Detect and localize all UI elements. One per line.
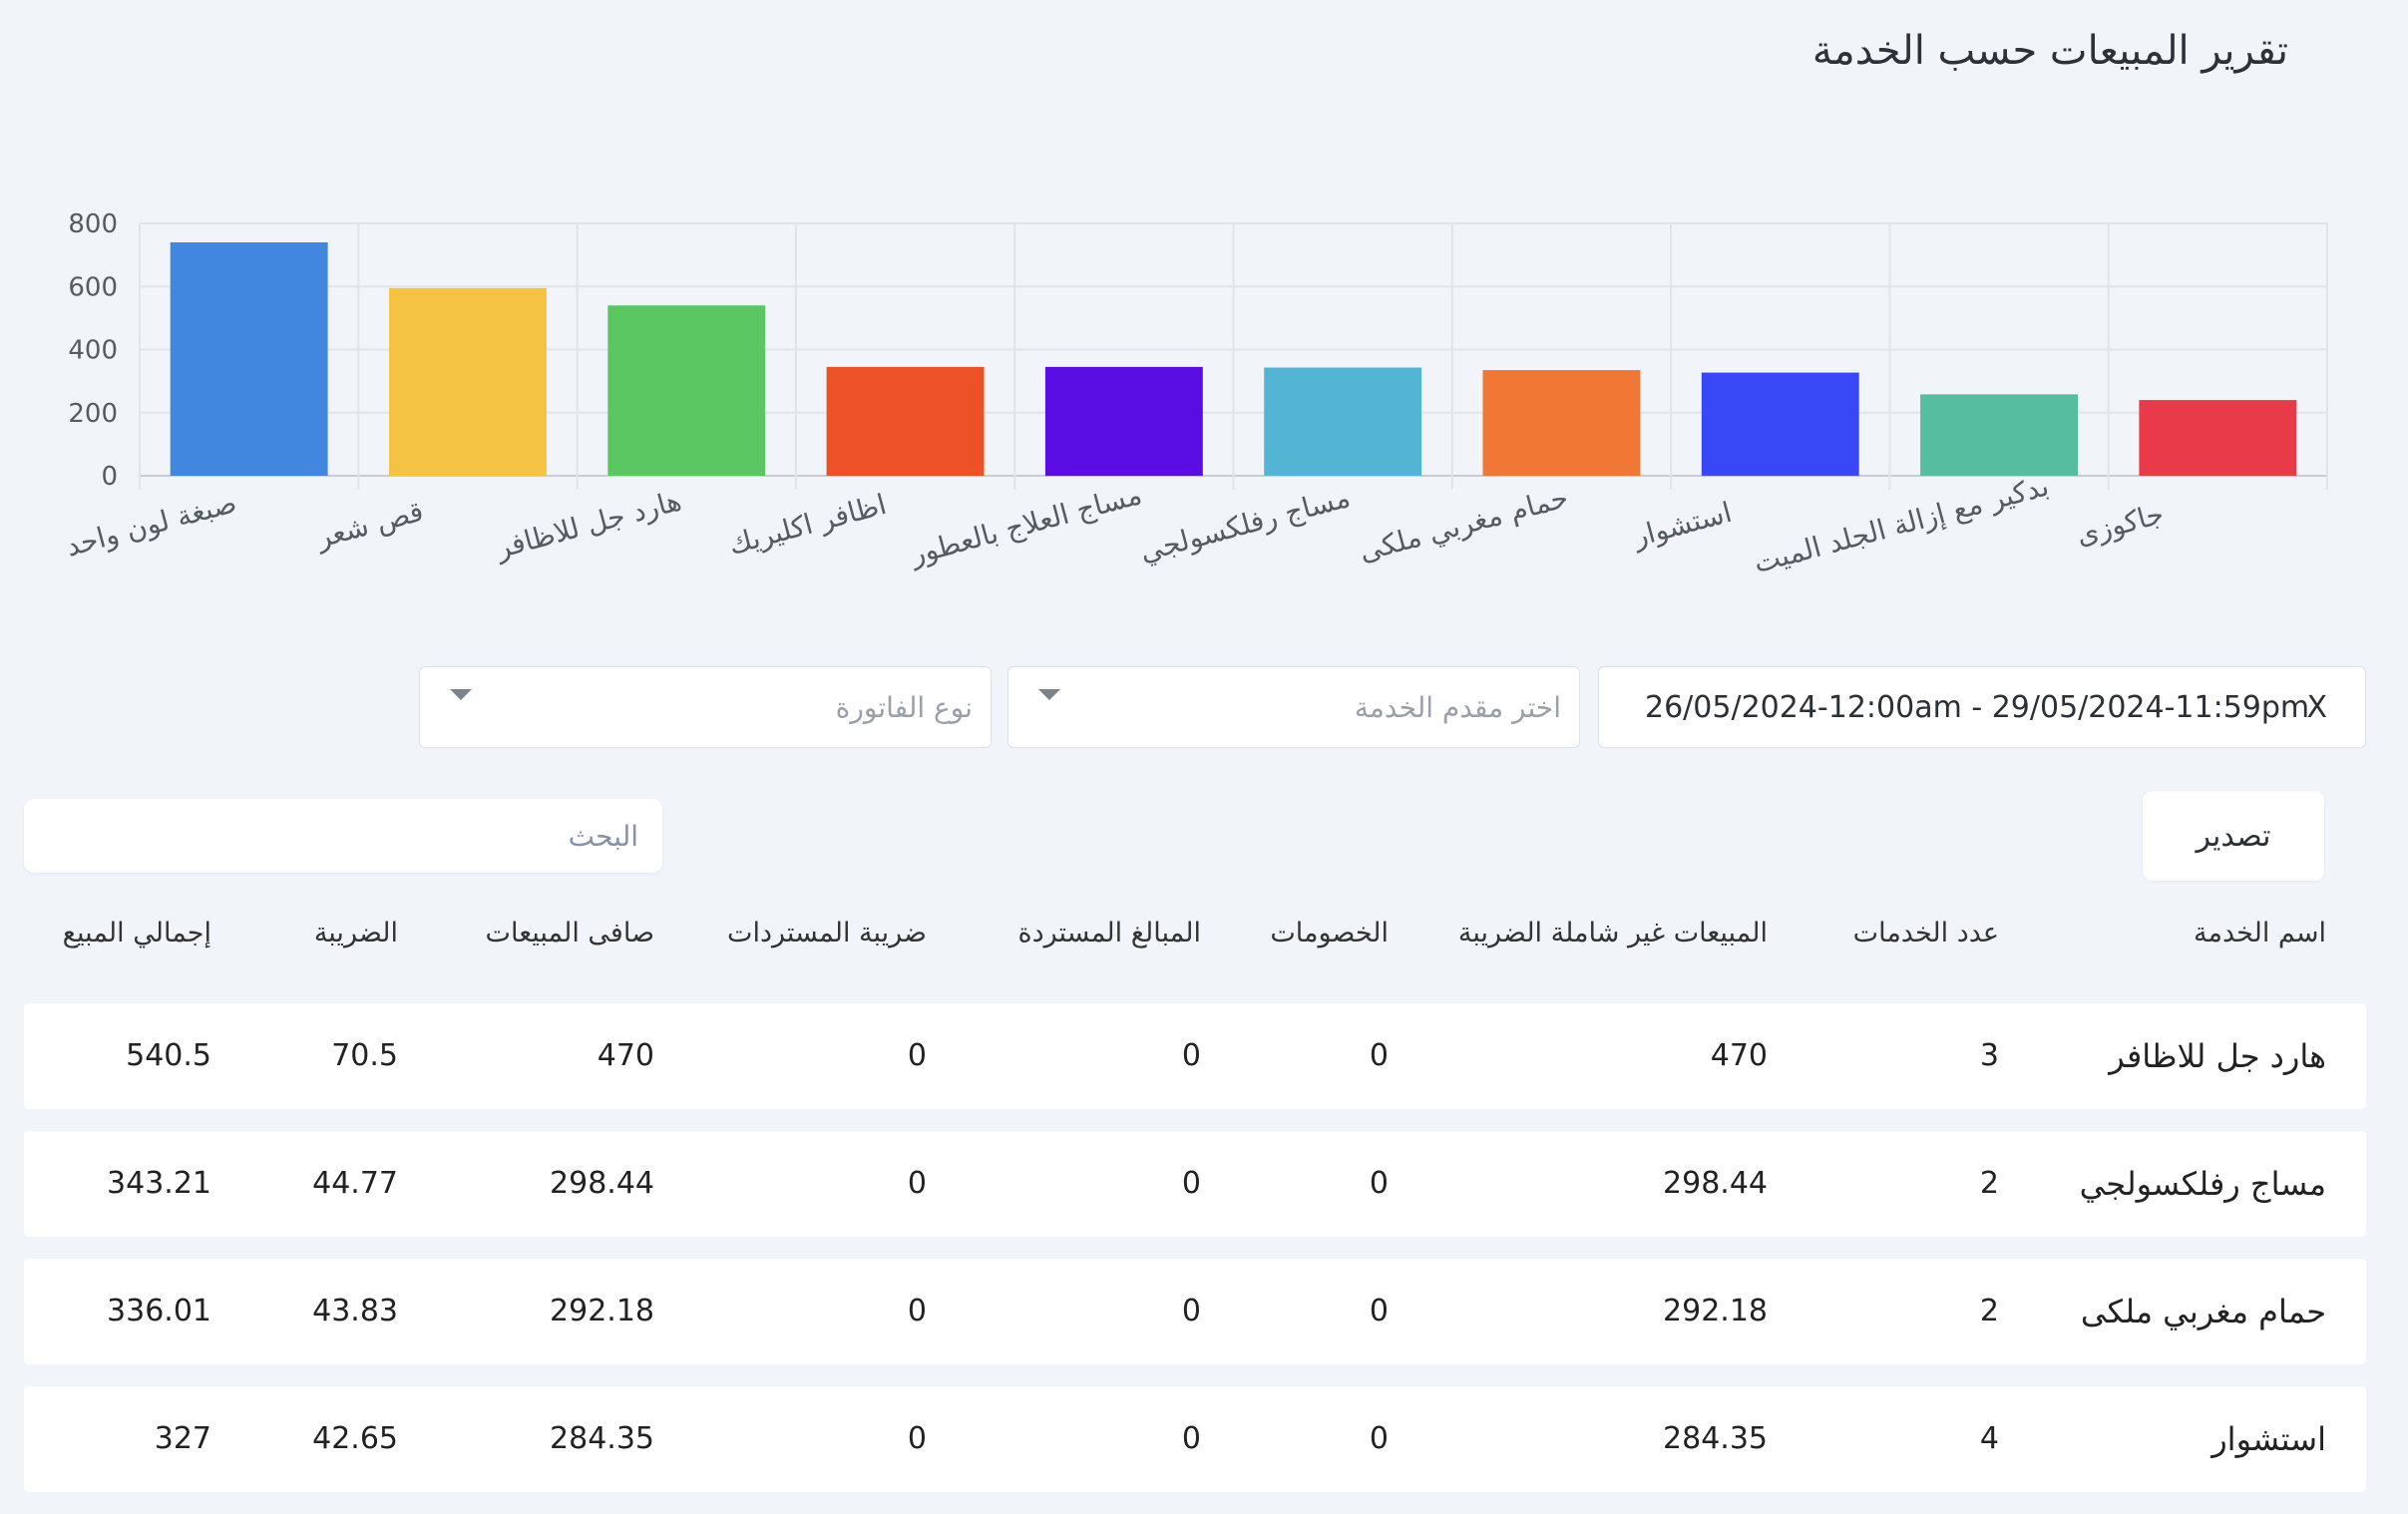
cell-total-sales: 343.21: [107, 1166, 211, 1201]
cell-discounts: 0: [1369, 1166, 1389, 1201]
cell-refunds: 0: [1181, 1421, 1201, 1456]
cell-refunds: 0: [1181, 1038, 1201, 1073]
cell-net-sales: 292.18: [550, 1294, 654, 1328]
y-tick-label: 400: [68, 336, 118, 366]
cell-net-sales: 298.44: [550, 1166, 654, 1201]
page-title: تقرير المبيعات حسب الخدمة: [1811, 28, 2288, 74]
cell-service-count: 2: [1979, 1294, 1999, 1328]
cell-total-sales: 540.5: [126, 1038, 211, 1073]
header-sales-excl-tax[interactable]: المبيعات غير شاملة الضريبة: [1457, 918, 1768, 948]
x-tick-label: هارد جل للاظافر: [491, 484, 684, 566]
header-tax[interactable]: الضريبة: [313, 918, 398, 948]
cell-service-count: 4: [1979, 1421, 1999, 1456]
cell-refund-tax: 0: [907, 1038, 927, 1073]
bar[interactable]: [2139, 400, 2297, 476]
x-tick-label: جاكوزى: [2073, 497, 2168, 552]
cell-refund-tax: 0: [907, 1421, 927, 1456]
bar[interactable]: [1044, 366, 1203, 476]
clear-date-button[interactable]: X: [2306, 690, 2327, 725]
bar[interactable]: [1920, 394, 2078, 476]
cell-net-sales: 470: [597, 1038, 654, 1073]
cell-sales-excl-tax: 470: [1710, 1038, 1768, 1073]
x-tick-label: مساج العلاج بالعطور: [905, 478, 1145, 572]
x-tick-label: استشوار: [1628, 496, 1735, 554]
cell-tax: 42.65: [312, 1421, 398, 1456]
bar[interactable]: [389, 287, 547, 476]
table-header: اسم الخدمة عدد الخدمات المبيعات غير شامل…: [24, 898, 2366, 977]
cell-refunds: 0: [1181, 1166, 1201, 1201]
x-tick-label: بدكير مع إزالة الجلد الميت: [1751, 469, 2053, 579]
search-box: [24, 799, 662, 873]
header-refunds[interactable]: المبالغ المستردة: [1017, 918, 1201, 948]
table-row[interactable]: هارد جل للاظافر 3 470 0 0 0 470 70.5 540.5: [24, 1003, 2366, 1109]
x-tick-label: مساج رفلكسولجي: [1136, 481, 1354, 569]
cell-sales-excl-tax: 284.35: [1663, 1421, 1768, 1456]
y-tick-label: 600: [68, 272, 118, 302]
header-discounts[interactable]: الخصومات: [1270, 918, 1389, 948]
table-row[interactable]: حمام مغربي ملكى 2 292.18 0 0 0 292.18 43.83 336.…: [24, 1259, 2366, 1364]
cell-sales-excl-tax: 292.18: [1663, 1294, 1768, 1328]
search-input[interactable]: [24, 799, 662, 873]
header-service-name[interactable]: اسم الخدمة: [2194, 918, 2326, 948]
bar[interactable]: [826, 366, 985, 476]
date-range-picker[interactable]: 26/05/2024-12:00am - 29/05/2024-11:59pm …: [1598, 666, 2366, 748]
cell-tax: 70.5: [331, 1038, 398, 1073]
y-tick-label: 200: [68, 399, 118, 429]
header-refund-tax[interactable]: ضريبة المستردات: [727, 918, 927, 948]
chevron-down-icon: [450, 689, 472, 700]
service-provider-placeholder: اختر مقدم الخدمة: [1354, 691, 1561, 724]
cell-service-count: 2: [1979, 1166, 1999, 1201]
cell-total-sales: 336.01: [107, 1294, 211, 1328]
cell-discounts: 0: [1369, 1421, 1389, 1456]
bar[interactable]: [170, 241, 328, 476]
header-total-sales[interactable]: إجمالي المبيع: [62, 918, 211, 948]
cell-refund-tax: 0: [907, 1166, 927, 1201]
cell-tax: 44.77: [312, 1166, 398, 1201]
cell-net-sales: 284.35: [550, 1421, 654, 1456]
date-range-value: 26/05/2024-12:00am - 29/05/2024-11:59pm: [1645, 690, 2310, 725]
x-tick-label: حمام مغربي ملكى: [1356, 481, 1572, 568]
bar[interactable]: [1701, 372, 1859, 476]
cell-service-name: حمام مغربي ملكى: [2080, 1293, 2326, 1330]
sales-table: اسم الخدمة عدد الخدمات المبيعات غير شامل…: [24, 898, 2366, 1492]
y-tick-label: 800: [68, 209, 118, 239]
table-body: هارد جل للاظافر 3 470 0 0 0 470 70.5 540.5 مساج ر…: [24, 1003, 2366, 1514]
y-tick-label: 0: [101, 462, 118, 492]
cell-discounts: 0: [1369, 1294, 1389, 1328]
cell-service-count: 3: [1979, 1038, 1999, 1073]
cell-refund-tax: 0: [907, 1294, 927, 1328]
service-provider-select[interactable]: اختر مقدم الخدمة: [1007, 666, 1580, 748]
cell-discounts: 0: [1369, 1038, 1389, 1073]
cell-service-name: استشوار: [2211, 1420, 2326, 1458]
cell-service-name: هارد جل للاظافر: [2109, 1037, 2326, 1075]
header-service-count[interactable]: عدد الخدمات: [1852, 918, 1999, 948]
bar[interactable]: [1264, 367, 1422, 476]
export-button[interactable]: تصدير: [2143, 791, 2324, 881]
cell-service-name: مساج رفلكسولجي: [2079, 1165, 2326, 1203]
bar[interactable]: [607, 305, 766, 476]
bar[interactable]: [1482, 370, 1641, 476]
invoice-type-placeholder: نوع الفاتورة: [835, 691, 973, 724]
chevron-down-icon: [1038, 689, 1060, 700]
sales-by-service-chart: 0 200 400 600 800 صبغة لون واحد قص شعر هارد جل …: [63, 209, 2328, 579]
header-net-sales[interactable]: صافى المبيعات: [485, 918, 654, 948]
table-row[interactable]: مساج رفلكسولجي 2 298.44 0 0 0 298.44 44.77 343.2…: [24, 1131, 2366, 1237]
x-tick-label: اظافر اكليريك: [725, 488, 890, 562]
cell-total-sales: 327: [154, 1421, 211, 1456]
x-tick-label: قص شعر: [311, 495, 427, 556]
cell-refunds: 0: [1181, 1294, 1201, 1328]
x-tick-label: صبغة لون واحد: [63, 486, 240, 563]
table-row[interactable]: استشوار 4 284.35 0 0 0 284.35 42.65 327: [24, 1386, 2366, 1492]
cell-tax: 43.83: [312, 1294, 398, 1328]
invoice-type-select[interactable]: نوع الفاتورة: [419, 666, 992, 748]
cell-sales-excl-tax: 298.44: [1663, 1166, 1768, 1201]
